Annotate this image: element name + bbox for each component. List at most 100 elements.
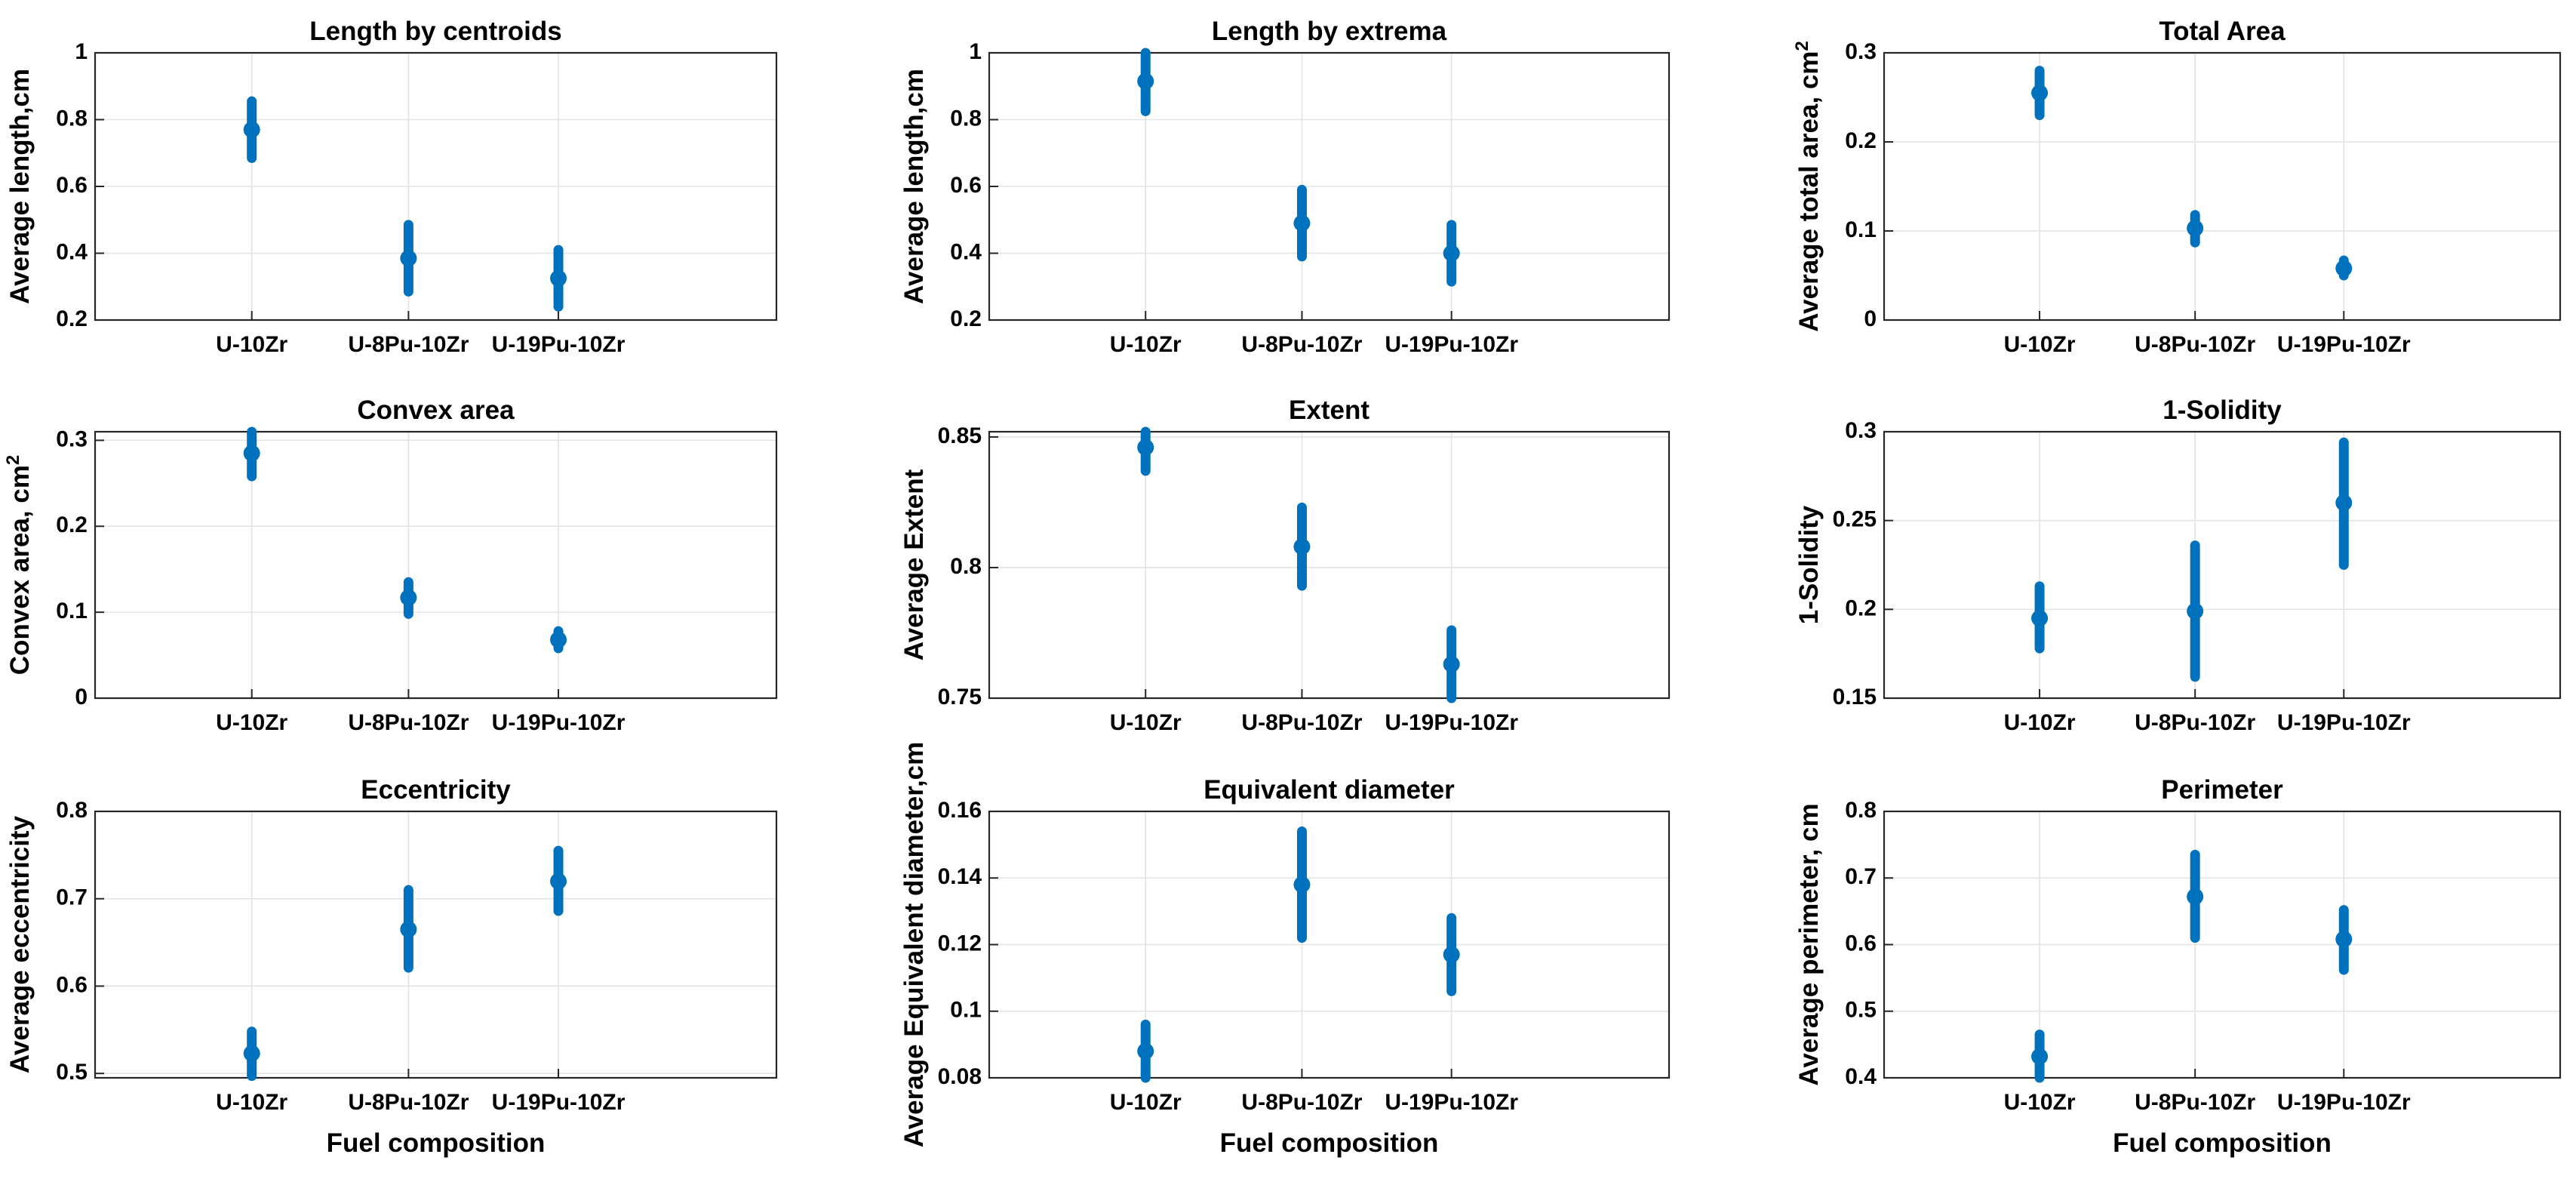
chart8-ytick-label: 0.12 (938, 931, 982, 956)
chart7-point-3 (550, 873, 567, 890)
chart9-ylabel: Average perimeter, cm (1794, 803, 1824, 1085)
chart3-ytick-label: 0 (1864, 306, 1877, 331)
chart8-xtick-label: U-19Pu-10Zr (1385, 1090, 1518, 1115)
chart3-ylabel: Average total area, cm2 (1792, 41, 1824, 332)
chart8-ylabel: Average Equivalent diameter,cm (899, 742, 929, 1148)
chart5-xtick-label: U-8Pu-10Zr (1241, 710, 1362, 735)
chart8-ytick-label: 0.16 (938, 798, 982, 823)
chart4-ytick-label: 0.1 (56, 599, 88, 623)
chart2-ylabel: Average length,cm (899, 69, 929, 304)
chart3-xtick-label: U-10Zr (2004, 332, 2076, 357)
chart9-point-3 (2335, 931, 2353, 948)
chart8-panel: 0.08 0.1 0.12 0.14 0.16 U-10Zr U-8Pu-10Zr U-19P… (899, 742, 1671, 1158)
chart7-point-2 (400, 921, 417, 938)
chart4-point-1 (243, 445, 260, 462)
chart3-ytick-label: 0.1 (1845, 217, 1877, 242)
chart6-point-1 (2031, 610, 2049, 627)
chart9-ytick-label: 0.7 (1845, 864, 1877, 889)
chart6-ytick-label: 0.3 (1845, 418, 1877, 443)
chart5-ylabel: Average Extent (899, 469, 929, 660)
chart1-ytick-label: 0.2 (56, 306, 88, 331)
chart2-ytick-label: 1 (969, 39, 982, 64)
chart1-axes-frame (94, 51, 778, 322)
chart9-xtick-label: U-8Pu-10Zr (2135, 1090, 2255, 1115)
chart3-ytick-label: 0.3 (1845, 39, 1877, 64)
chart7-xtick-label: U-8Pu-10Zr (348, 1090, 469, 1115)
chart9-title: Perimeter (2161, 775, 2283, 805)
chart2-xtick-label: U-8Pu-10Zr (1241, 332, 1362, 357)
chart4-point-2 (400, 589, 417, 606)
chart6-xtick-label: U-19Pu-10Zr (2277, 710, 2411, 735)
chart1-point-1 (243, 121, 260, 138)
chart9-ytick-label: 0.6 (1845, 931, 1877, 956)
chart4-ylabel: Convex area, cm2 (3, 455, 35, 676)
chart5-axes-frame (988, 430, 1671, 700)
chart3-xtick-label: U-19Pu-10Zr (2277, 332, 2411, 357)
chart3-panel: 0 0.1 0.2 0.3 U-10Zr U-8Pu-10Zr U-19Pu-10Zr Tot… (1792, 17, 2562, 357)
chart2-ytick-label: 0.8 (950, 106, 982, 131)
chart4-axes-frame (94, 430, 778, 700)
chart5-point-1 (1137, 439, 1154, 456)
chart1-xtick-label: U-10Zr (216, 332, 287, 357)
chart1-panel: 0.2 0.4 0.6 0.8 1 U-10Zr U-8Pu-10Zr U-19Pu-10Zr… (5, 17, 778, 357)
chart3-point-3 (2335, 260, 2353, 277)
chart6-xtick-label: U-8Pu-10Zr (2135, 710, 2255, 735)
chart4-xtick-label: U-10Zr (216, 710, 287, 735)
chart8-ytick-label: 0.1 (950, 998, 982, 1023)
chart6-title: 1-Solidity (2163, 396, 2282, 425)
chart4-xtick-label: U-8Pu-10Zr (348, 710, 469, 735)
chart8-point-1 (1137, 1042, 1154, 1060)
chart4-ytick-label: 0.2 (56, 512, 88, 537)
chart1-xtick-label: U-19Pu-10Zr (492, 332, 626, 357)
chart7-ytick-label: 0.5 (56, 1060, 88, 1085)
chart7-ylabel: Average eccentricity (5, 815, 35, 1073)
chart2-title: Length by extrema (1212, 17, 1447, 46)
chart6-panel: 0.15 0.2 0.25 0.3 U-10Zr U-8Pu-10Zr U-19Pu-10Z… (1794, 396, 2562, 735)
chart8-xlabel: Fuel composition (1220, 1128, 1439, 1158)
chart7-ytick-label: 0.6 (56, 972, 88, 997)
chart5-point-3 (1443, 656, 1460, 673)
chart5-panel: 0.75 0.8 0.85 U-10Zr U-8Pu-10Zr U-19Pu-10Zr Ex… (899, 396, 1671, 735)
chart2-ytick-label: 0.2 (950, 306, 982, 331)
chart7-point-1 (243, 1045, 260, 1062)
chart8-axes-frame (988, 810, 1671, 1079)
chart6-point-2 (2187, 602, 2204, 620)
chart4-ytick-label: 0 (75, 685, 88, 709)
chart9-ytick-label: 0.8 (1845, 798, 1877, 823)
chart2-point-1 (1137, 72, 1154, 90)
chart2-point-2 (1293, 214, 1311, 232)
chart9-xtick-label: U-10Zr (2004, 1090, 2076, 1115)
chart8-xtick-label: U-10Zr (1110, 1090, 1182, 1115)
chart6-ytick-label: 0.25 (1833, 507, 1877, 532)
chart2-ytick-label: 0.4 (950, 239, 982, 264)
chart7-ytick-label: 0.8 (56, 798, 88, 823)
chart7-panel: 0.5 0.6 0.7 0.8 U-10Zr U-8Pu-10Zr U-19Pu-10Zr E… (5, 775, 778, 1158)
chart1-ytick-label: 0.6 (56, 173, 88, 198)
chart9-axes-frame (1883, 810, 2562, 1079)
chart7-xtick-label: U-19Pu-10Zr (492, 1090, 626, 1115)
chart1-ylabel: Average length,cm (5, 69, 35, 304)
chart6-axes-frame (1883, 430, 2562, 700)
chart9-xtick-label: U-19Pu-10Zr (2277, 1090, 2411, 1115)
chart4-panel: 0 0.1 0.2 0.3 U-10Zr U-8Pu-10Zr U-19Pu-10Zr Con… (3, 396, 778, 735)
chart9-point-2 (2187, 888, 2204, 905)
chart1-ytick-label: 0.4 (56, 239, 88, 264)
chart1-ytick-label: 1 (75, 39, 88, 64)
chart1-ytick-label: 0.8 (56, 106, 88, 131)
chart3-xtick-label: U-8Pu-10Zr (2135, 332, 2255, 357)
chart2-xtick-label: U-10Zr (1110, 332, 1182, 357)
chart7-xtick-label: U-10Zr (216, 1090, 287, 1115)
chart7-title: Eccentricity (361, 775, 511, 805)
chart9-panel: 0.4 0.5 0.6 0.7 0.8 U-10Zr U-8Pu-10Zr U-19Pu-10… (1794, 775, 2562, 1158)
chart5-ytick-label: 0.8 (950, 554, 982, 579)
chart5-xtick-label: U-10Zr (1110, 710, 1182, 735)
chart2-axes-frame (988, 51, 1671, 322)
chart6-ytick-label: 0.15 (1833, 685, 1877, 709)
chart1-xtick-label: U-8Pu-10Zr (348, 332, 469, 357)
chart3-axes-frame (1883, 51, 2562, 322)
chart9-xlabel: Fuel composition (2113, 1128, 2332, 1158)
chart3-point-1 (2031, 85, 2049, 102)
chart8-xtick-label: U-8Pu-10Zr (1241, 1090, 1362, 1115)
chart7-ytick-label: 0.7 (56, 885, 88, 910)
chart4-ytick-label: 0.3 (56, 426, 88, 451)
